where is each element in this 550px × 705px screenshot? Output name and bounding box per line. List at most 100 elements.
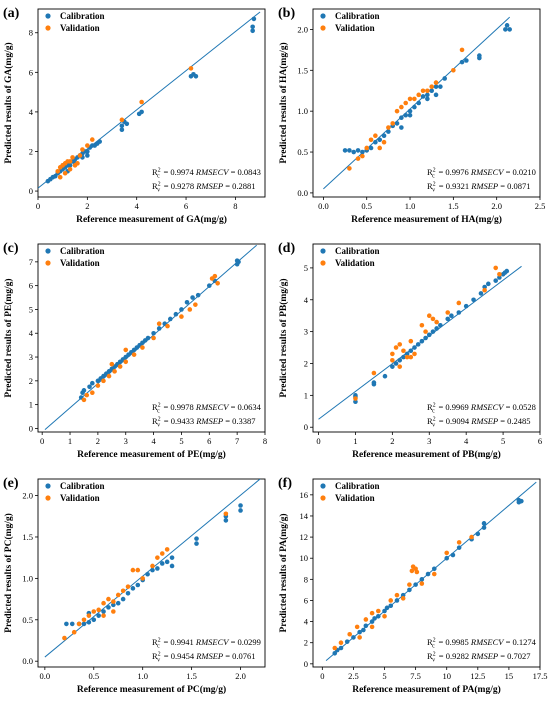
legend-label: Validation: [60, 493, 100, 503]
calibration-point: [450, 552, 456, 558]
chart-panel-c: 0 1 2 3 4 5 6 7 8 0 1 2 3 4 5 6 7 Reference measurement o…: [0, 235, 275, 470]
validation-point: [95, 383, 101, 388]
x-tick-label: 2.5: [535, 201, 546, 211]
calibration-point: [503, 27, 508, 32]
plot-frame: [312, 8, 541, 198]
validation-point: [369, 610, 375, 616]
calibration-point: [412, 345, 417, 350]
stats-annotation: R2 v = 0.9282 RMSEP = 0.7027: [427, 651, 531, 664]
validation-point: [85, 143, 90, 148]
legend-label: Validation: [60, 23, 100, 33]
validation-point: [86, 613, 92, 618]
x-tick-label: 8: [233, 201, 237, 211]
x-tick-label: 0.5: [361, 201, 372, 211]
legend-marker: [320, 495, 326, 501]
plot-frame: [37, 478, 266, 668]
validation-point: [106, 596, 111, 602]
calibration-point: [434, 326, 439, 331]
x-tick-label: 7.5: [410, 671, 421, 681]
validation-point: [151, 335, 156, 341]
calibration-point: [238, 508, 243, 513]
legend-label: Calibration: [60, 246, 105, 256]
y-tick-label: 2.0: [297, 24, 308, 34]
x-axis-label: Reference measurement of PC(mg/g): [77, 684, 226, 695]
calibration-point: [464, 58, 469, 63]
calibration-point: [81, 621, 87, 627]
validation-point: [430, 316, 436, 322]
y-tick-label: 5: [29, 304, 33, 314]
validation-point: [150, 563, 155, 569]
x-tick-label: 2: [96, 436, 100, 446]
calibration-point: [401, 354, 406, 360]
calibration-point: [372, 616, 377, 621]
x-tick-label: 1: [68, 436, 72, 446]
calibration-point: [449, 313, 454, 318]
y-axis-label: Predicted results of PE(mg/g): [3, 278, 14, 397]
x-axis-label: Reference measurement of GA(mg/g): [76, 214, 227, 225]
calibration-point: [425, 96, 430, 102]
calibration-point: [223, 518, 229, 523]
validation-point: [62, 170, 68, 176]
calibration-point: [344, 639, 350, 644]
calibration-point: [426, 332, 432, 338]
calibration-point: [382, 373, 388, 379]
calibration-point: [486, 281, 491, 287]
legend-label: Calibration: [60, 481, 105, 491]
y-tick-label: 0.0: [297, 188, 308, 198]
chart-panel-d: 0 1 2 3 4 5 6 0 1 2 3 4 5 Reference measurement of PB…: [275, 235, 550, 470]
calibration-point: [444, 555, 450, 561]
y-axis-label: Predicted results of PA(mg/g): [278, 514, 289, 633]
y-axis-label: Predicted results of PC(mg/g): [3, 513, 14, 633]
validation-point: [357, 635, 362, 640]
calibration-point: [169, 555, 175, 560]
validation-point: [89, 137, 95, 142]
calibration-point: [130, 586, 136, 591]
chart-panel-b: 0.0 0.5 1.0 1.5 2.0 2.5 0.0 0.5 1.0 1.5 2.0 Referen…: [275, 0, 550, 235]
x-tick-label: 4: [464, 436, 469, 446]
calibration-point: [456, 545, 462, 550]
calibration-point: [351, 149, 357, 155]
x-tick-label: 0: [320, 671, 324, 681]
scatter-chart: 0.0 0.5 1.0 1.5 2.0 0.0 0.5 1.0 1.5 2.0 Reference …: [3, 476, 266, 695]
calibration-point: [388, 603, 394, 609]
legend-marker: [320, 260, 326, 266]
calibration-point: [90, 380, 95, 386]
calibration-point: [368, 145, 374, 151]
x-tick-label: 1.5: [448, 201, 459, 211]
calibration-point: [438, 322, 443, 328]
calibration-point: [251, 16, 257, 22]
y-tick-label: 4: [29, 328, 34, 338]
validation-point: [433, 80, 439, 85]
x-tick-label: 7: [235, 436, 239, 446]
y-tick-label: 0: [304, 659, 308, 669]
validation-point: [390, 351, 395, 357]
validation-point: [84, 392, 90, 398]
y-tick-label: 1.0: [22, 573, 33, 583]
calibration-point: [397, 358, 403, 363]
x-tick-label: 1: [353, 436, 357, 446]
validation-point: [140, 345, 145, 350]
y-tick-label: 1.0: [297, 106, 308, 116]
calibration-point: [369, 619, 375, 624]
validation-point: [469, 534, 474, 540]
validation-point: [363, 617, 369, 622]
calibration-point: [425, 571, 431, 577]
calibration-point: [206, 283, 212, 288]
y-tick-label: 10: [300, 553, 309, 563]
x-axis-label: Reference measurement of HA(mg/g): [351, 214, 502, 225]
x-tick-label: 15: [505, 671, 514, 681]
calibration-point: [151, 330, 156, 336]
calibration-point: [353, 393, 358, 398]
validation-point: [347, 166, 352, 171]
x-tick-label: 5: [501, 436, 505, 446]
plot-frame: [312, 243, 541, 433]
calibration-point: [390, 364, 395, 369]
y-tick-label: 2: [29, 376, 33, 386]
plot-frame: [37, 243, 266, 433]
legend-label: Calibration: [335, 481, 380, 491]
validation-point: [111, 599, 116, 604]
calibration-point: [373, 139, 378, 145]
x-tick-label: 2.0: [491, 201, 502, 211]
x-tick-label: 1.5: [186, 671, 197, 681]
legend-marker: [45, 495, 51, 501]
